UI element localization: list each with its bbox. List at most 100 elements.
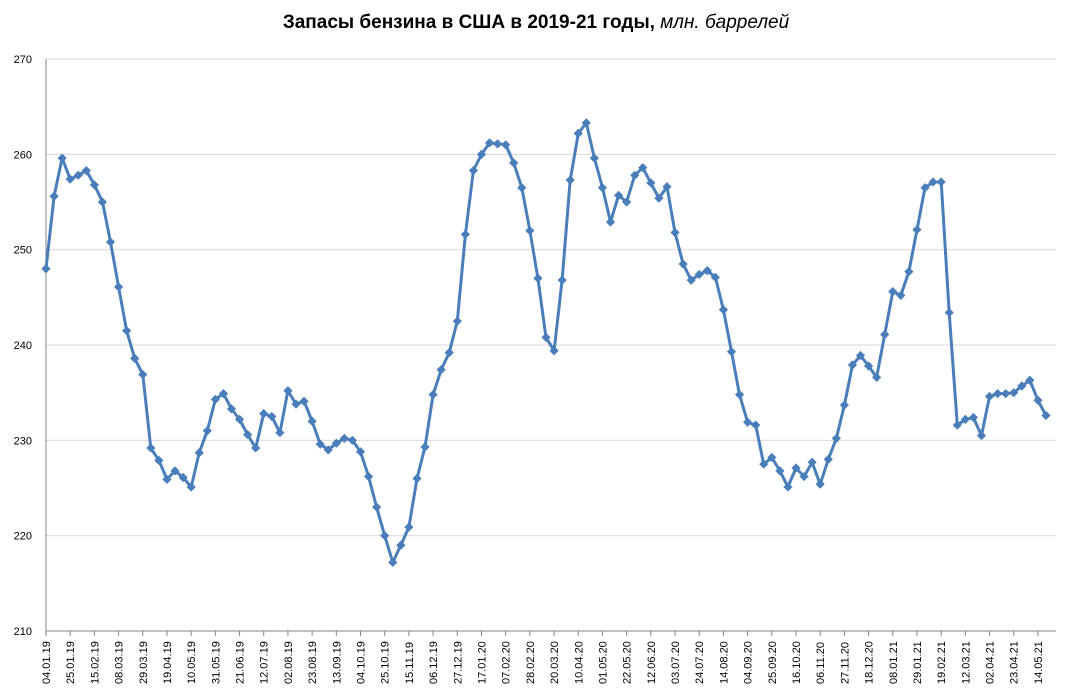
x-tick-label: 14.05.21 (1033, 641, 1045, 684)
x-tick-label: 02.08.19 (283, 641, 295, 684)
data-point (210, 394, 220, 404)
x-tick-label: 21.06.19 (235, 641, 247, 684)
x-tick-label: 18.12.20 (864, 641, 876, 684)
data-point (557, 275, 567, 285)
data-point (339, 433, 349, 444)
data-point (912, 225, 922, 235)
series-line (44, 121, 1048, 564)
data-point (259, 409, 269, 419)
data-point (589, 153, 599, 163)
data-point (105, 237, 116, 247)
x-tick-label: 04.01.19 (41, 641, 53, 684)
x-tick-label: 20.03.20 (549, 641, 561, 684)
data-point (775, 466, 785, 476)
data-point (783, 482, 793, 492)
data-point (751, 420, 761, 430)
data-point (460, 229, 470, 240)
x-tick-label: 25.09.20 (767, 641, 779, 684)
data-point (662, 182, 672, 192)
data-point (993, 389, 1003, 399)
x-tick-label: 12.07.19 (259, 641, 271, 684)
data-point (218, 389, 229, 399)
data-point (654, 193, 664, 203)
y-tick-label: 270 (14, 54, 32, 66)
data-point (380, 531, 390, 541)
y-tick-label: 240 (14, 340, 32, 352)
x-tick-label: 23.08.19 (307, 641, 319, 684)
data-point (702, 266, 712, 276)
data-point (920, 183, 930, 193)
data-point (146, 443, 156, 453)
data-point (162, 474, 172, 485)
chart-title: Запасы бензина в США в 2019-21 годы, млн… (0, 12, 1072, 34)
data-point (49, 191, 59, 201)
data-point (541, 332, 551, 342)
data-point (734, 389, 745, 400)
data-point (823, 454, 833, 464)
x-tick-label: 28.02.20 (525, 641, 537, 684)
data-point (726, 347, 737, 357)
data-point (355, 447, 366, 457)
x-tick-label: 02.04.21 (985, 641, 997, 684)
data-point (186, 482, 196, 492)
x-tick-label: 04.10.19 (356, 641, 368, 684)
x-tick-label: 14.08.20 (718, 641, 730, 684)
x-tick-label: 31.05.19 (210, 641, 222, 684)
data-point (404, 522, 414, 532)
data-point (73, 170, 83, 180)
x-tick-label: 19.04.19 (162, 641, 174, 684)
data-point (855, 350, 866, 361)
data-point (234, 414, 245, 424)
data-point (678, 259, 688, 269)
x-tick-label: 27.12.19 (452, 641, 464, 684)
data-point (533, 273, 543, 283)
data-point (154, 455, 164, 465)
data-point (65, 174, 75, 184)
data-point (331, 438, 341, 448)
data-point (670, 227, 680, 238)
data-point (41, 264, 51, 274)
data-point (622, 197, 632, 207)
data-point (267, 411, 277, 422)
data-point (710, 272, 720, 282)
data-point (476, 149, 487, 159)
data-point (581, 118, 591, 128)
data-point (275, 428, 285, 438)
chart-title-main: Запасы бензина в США в 2019-21 годы, (282, 12, 655, 33)
data-point (880, 329, 890, 340)
x-tick-label: 23.04.21 (1009, 641, 1021, 684)
x-tick-label: 25.01.19 (65, 641, 77, 684)
data-point (1017, 381, 1027, 391)
data-point (138, 369, 148, 380)
data-point (57, 153, 67, 163)
x-tick-label: 08.03.19 (114, 641, 126, 684)
data-point (807, 457, 817, 467)
data-point (122, 326, 132, 336)
data-point (468, 165, 479, 176)
x-tick-label: 03.07.20 (670, 641, 682, 684)
data-point (363, 471, 374, 482)
data-point (130, 353, 140, 363)
x-tick-label: 13.09.19 (331, 641, 343, 684)
data-point (847, 360, 858, 370)
data-point (226, 404, 237, 414)
data-point (372, 502, 382, 512)
x-tick-label: 25.10.19 (380, 641, 392, 684)
data-point (686, 275, 696, 285)
data-point (960, 414, 970, 424)
x-tick-label: 04.09.20 (743, 641, 755, 684)
data-point (565, 175, 575, 185)
y-axis-ticks: 210 220 230 240 250 260 270 (14, 54, 32, 638)
data-point (831, 433, 841, 444)
data-point (694, 269, 704, 280)
data-point (202, 426, 212, 436)
data-point (815, 479, 825, 489)
data-point (89, 180, 99, 190)
data-point (388, 557, 398, 567)
data-point (436, 365, 446, 375)
data-point (799, 471, 809, 482)
data-point (984, 391, 995, 402)
data-point (323, 445, 333, 455)
gridlines (46, 58, 1056, 537)
data-point (501, 140, 511, 150)
